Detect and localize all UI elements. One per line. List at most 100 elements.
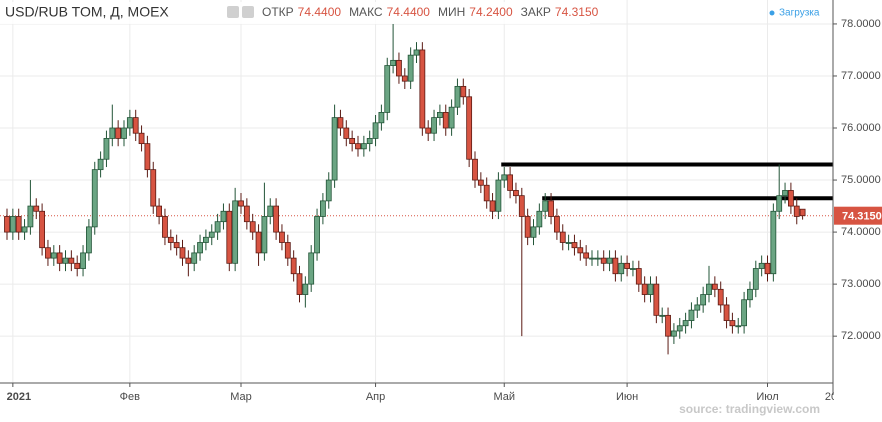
- candle-body: [682, 320, 689, 327]
- candle-body: [501, 174, 508, 181]
- candle-body: [372, 122, 379, 139]
- candle-body: [635, 268, 642, 285]
- candle-body: [9, 216, 16, 233]
- candle-body: [191, 252, 198, 264]
- candle-body: [366, 138, 373, 145]
- y-tick-label: 74.0000: [841, 226, 881, 238]
- candle-body: [752, 268, 759, 290]
- candle-body: [653, 283, 660, 316]
- candle-body: [249, 221, 256, 233]
- candle-body: [477, 179, 484, 186]
- candle-body: [401, 75, 408, 82]
- candle-body: [21, 226, 28, 233]
- candle-body: [548, 200, 554, 217]
- y-tick-label: 77.0000: [841, 70, 881, 82]
- candle-body: [197, 242, 203, 254]
- candle-body: [431, 117, 437, 134]
- x-tick-label: Апр: [366, 391, 385, 403]
- candle-body: [571, 242, 578, 249]
- header-bg: [0, 2, 590, 24]
- candle-body: [243, 205, 250, 223]
- candle-body: [600, 257, 607, 264]
- candle-body: [56, 252, 63, 264]
- candle-body: [121, 127, 127, 139]
- status-dot: [769, 10, 775, 16]
- candle-body: [179, 247, 186, 259]
- candle-body: [507, 174, 514, 191]
- candle-body: [267, 205, 274, 217]
- candle-body: [793, 205, 800, 217]
- candle-body: [583, 252, 590, 259]
- candle-body: [214, 221, 221, 233]
- candle-body: [419, 49, 426, 129]
- ohlc-label: ЗАКР: [521, 5, 551, 19]
- x-tick-label: Мар: [230, 391, 252, 403]
- candle-body: [442, 112, 449, 129]
- candle-body: [15, 216, 22, 233]
- candle-body: [711, 283, 718, 290]
- candle-body: [173, 242, 180, 249]
- symbol: USD/RUB TOM, Д, MOEX: [5, 4, 169, 20]
- candle-body: [413, 49, 420, 56]
- settings-icon[interactable]: [242, 6, 254, 18]
- candle-body: [518, 195, 525, 217]
- candle-body: [799, 208, 806, 217]
- candle-body: [559, 231, 566, 243]
- candle-body: [308, 252, 315, 285]
- candle-body: [319, 200, 326, 217]
- candle-body: [665, 314, 671, 337]
- candle-body: [238, 200, 244, 207]
- candle-body: [489, 200, 496, 212]
- candle-body: [109, 127, 116, 139]
- candle-body: [144, 143, 151, 171]
- candle-body: [530, 226, 537, 238]
- y-tick-label: 76.0000: [841, 122, 881, 134]
- candle-body: [45, 247, 51, 259]
- ohlc-value: 74.2400: [469, 5, 513, 19]
- candle-body: [407, 54, 414, 82]
- candle-body: [554, 216, 560, 233]
- candle-body: [132, 117, 139, 134]
- candle-body: [261, 216, 268, 254]
- candle-body: [612, 257, 619, 275]
- candle-body: [460, 85, 467, 98]
- levels: [0, 162, 833, 217]
- candle-body: [378, 112, 385, 124]
- candle-body: [782, 190, 788, 197]
- candle-body: [688, 309, 695, 321]
- candle-body: [162, 216, 168, 238]
- x-tick-label: Июл: [756, 391, 778, 403]
- candle-body: [226, 210, 233, 264]
- candle-body: [384, 65, 391, 113]
- candle-body: [325, 179, 332, 202]
- candle-body: [39, 210, 45, 249]
- candles: [4, 23, 806, 355]
- candle-body: [50, 252, 57, 259]
- candle-body: [694, 304, 701, 311]
- candle-body: [606, 257, 613, 264]
- candle-body: [425, 127, 432, 134]
- candle-body: [167, 236, 174, 243]
- candle-body: [27, 205, 34, 228]
- y-tick-label: 72.0000: [841, 330, 881, 342]
- candle-body: [185, 257, 192, 264]
- candle-body: [630, 268, 636, 270]
- candle-body: [700, 294, 707, 306]
- x-tick-label: 2021: [7, 391, 31, 403]
- candle-body: [776, 195, 783, 212]
- candle-body: [156, 205, 163, 217]
- candle-body: [495, 179, 502, 212]
- candle-body: [472, 158, 478, 181]
- candle-body: [284, 242, 291, 259]
- candle-body: [337, 117, 344, 129]
- ohlc-label: МИН: [438, 5, 465, 19]
- x-tick-label: Июн: [616, 391, 638, 403]
- candle-body: [436, 112, 443, 119]
- candle-body: [641, 283, 648, 295]
- candle-body: [97, 158, 104, 171]
- hide-icon[interactable]: [227, 6, 239, 18]
- last-price-label: 74.3150: [842, 211, 882, 223]
- candle-body: [290, 257, 297, 275]
- candle-body: [273, 205, 280, 233]
